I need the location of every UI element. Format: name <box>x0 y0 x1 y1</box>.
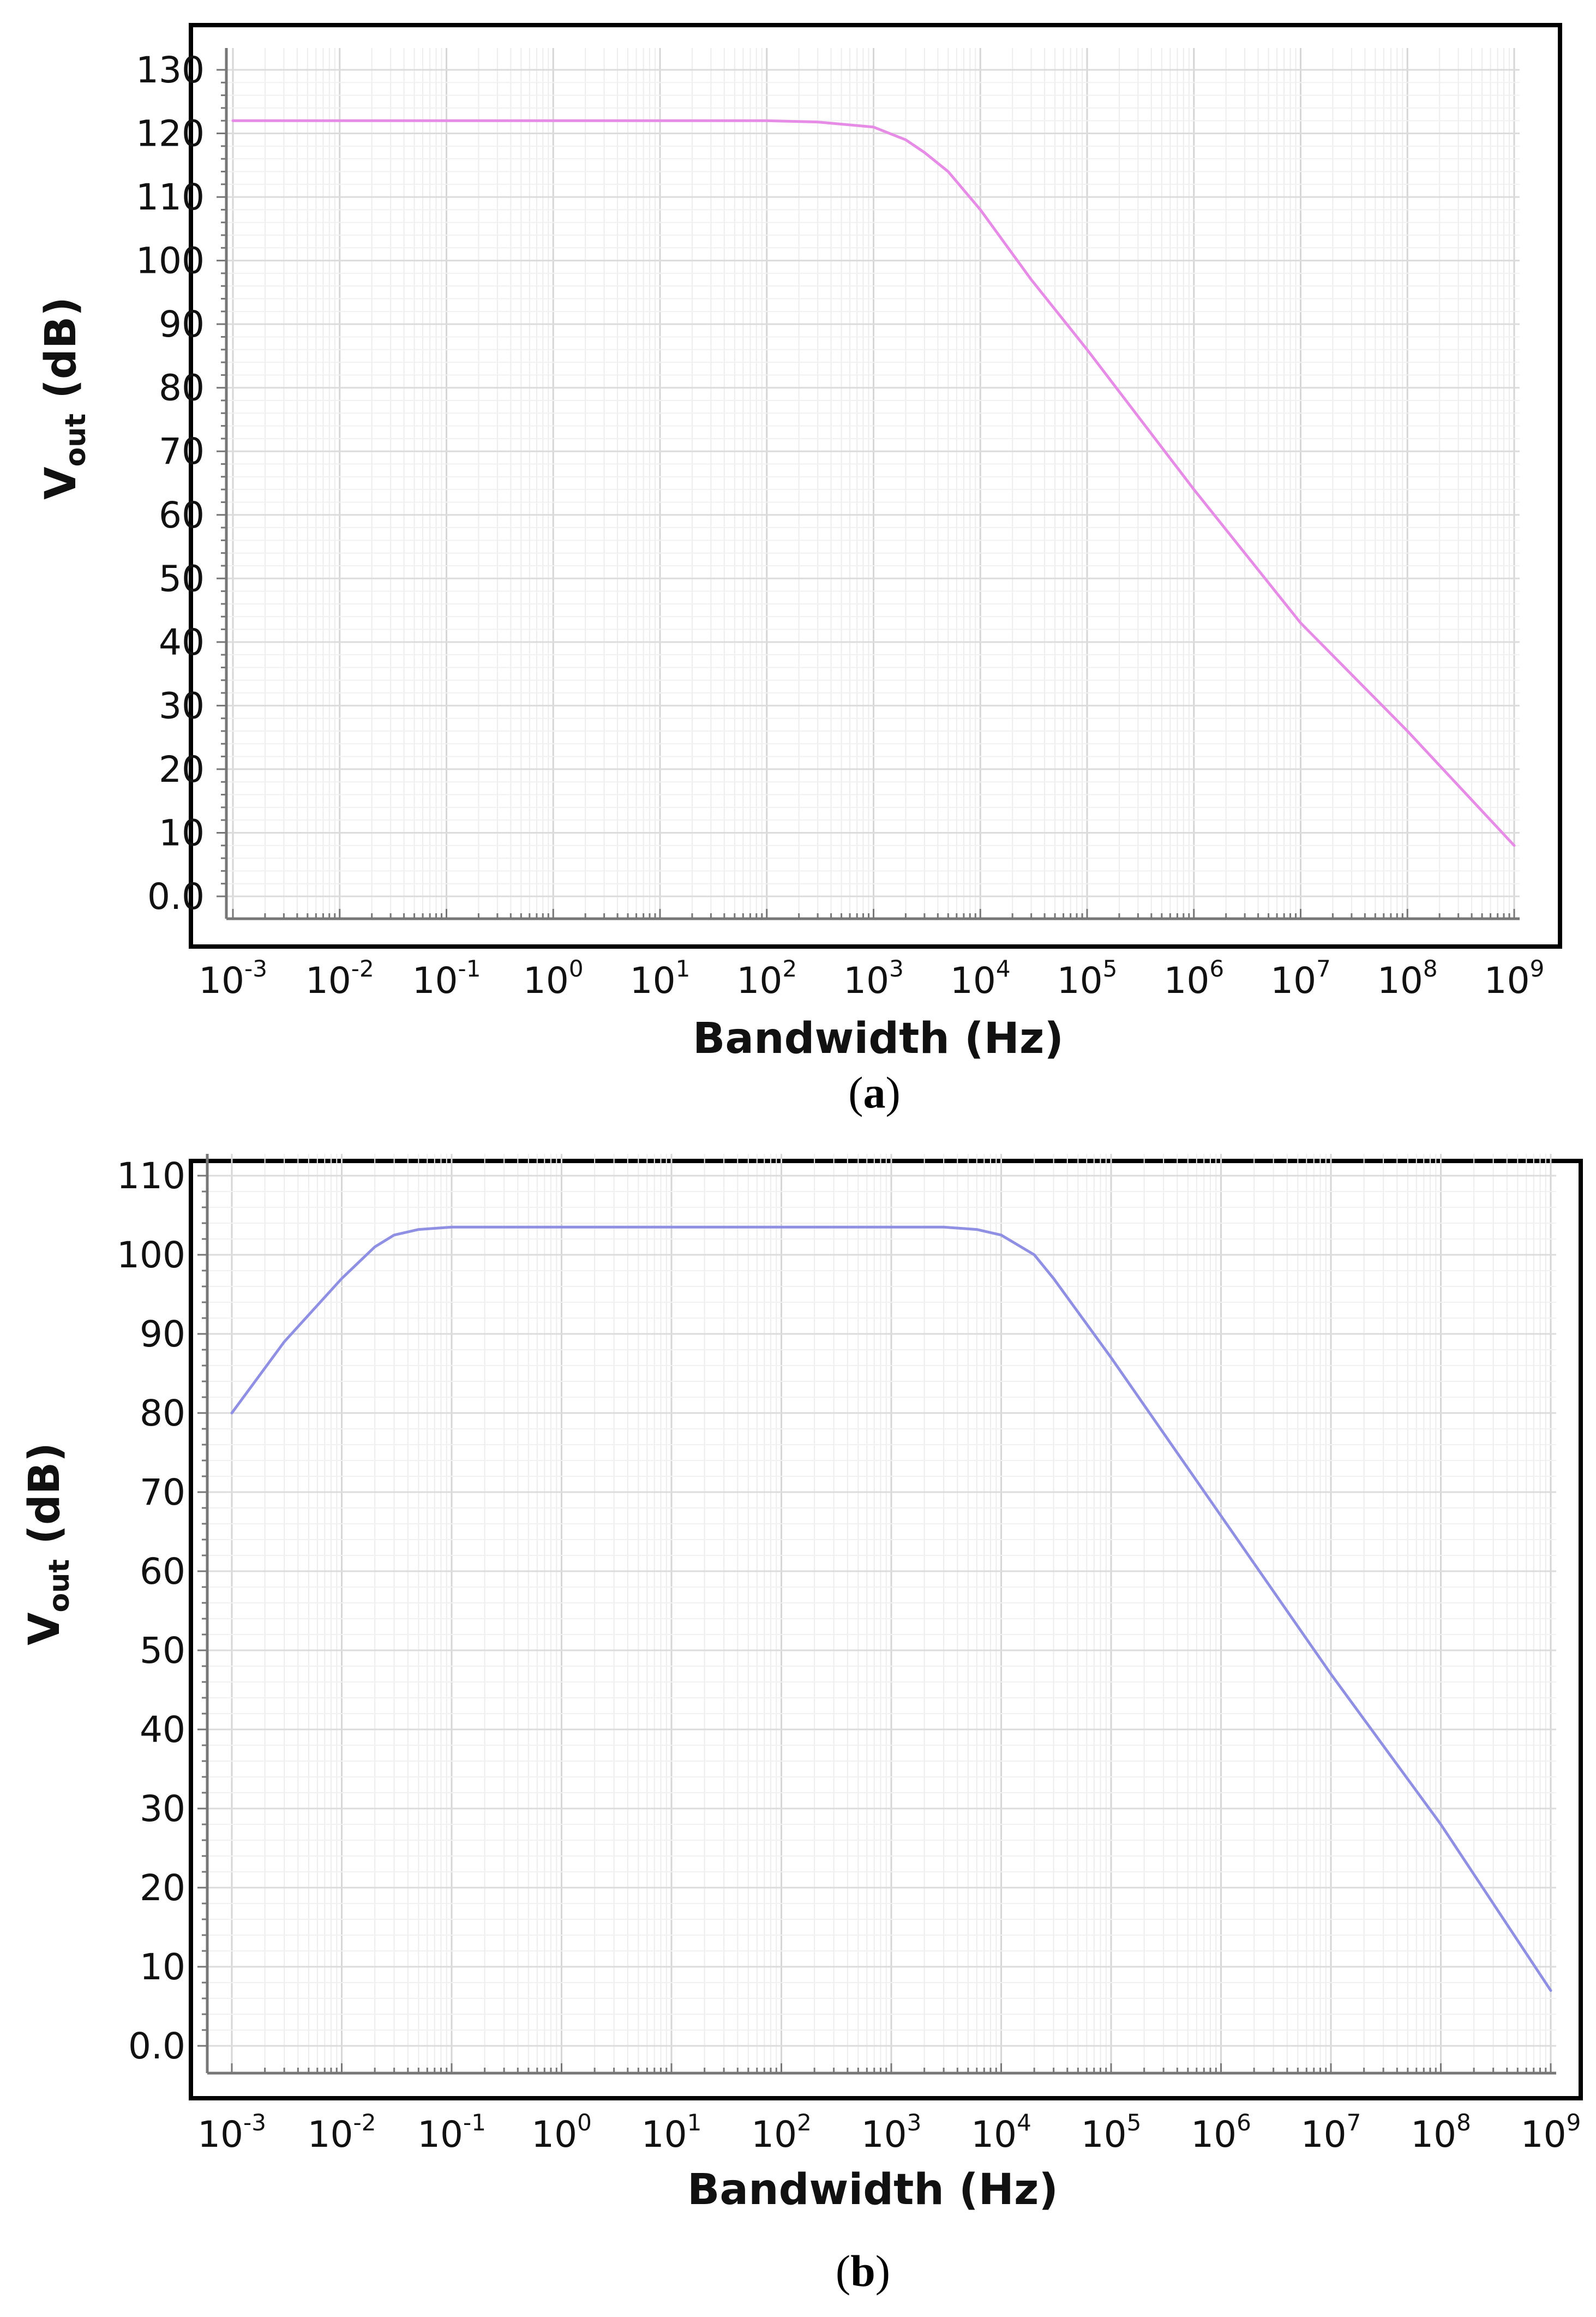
x-axis-title: Bandwidth (Hz) <box>687 2165 1058 2214</box>
y-tick-label: 90 <box>140 1313 185 1355</box>
y-tick-label: 20 <box>140 1867 185 1909</box>
y-tick-label: 80 <box>140 1392 185 1434</box>
x-tick-label: 106 <box>1163 955 1224 1002</box>
y-tick-label: 110 <box>117 1155 185 1197</box>
x-tick-labels: 10-3 10-2 10-1 100 101 102 103 104 105 106 107 108 1… <box>197 2109 1581 2156</box>
chart-panel-b: 0.0 10 20 30 40 50 60 70 80 90 100 110 10-3 10-2 10-1… <box>20 1154 1583 2296</box>
y-tick-label: 120 <box>136 113 205 155</box>
x-tick-label: 103 <box>843 955 904 1002</box>
y-tick-label: 60 <box>140 1550 185 1592</box>
y-axis-title-main: V <box>20 1612 69 1645</box>
y-tick-label: 30 <box>159 685 205 727</box>
axes <box>197 1154 1556 2075</box>
x-tick-label: 10-1 <box>412 955 481 1002</box>
x-tick-label: 10-1 <box>417 2109 486 2156</box>
x-tick-label: 10-3 <box>199 955 267 1002</box>
y-tick-label: 100 <box>136 240 205 282</box>
y-axis-title-sub: out <box>59 414 92 467</box>
y-tick-label: 50 <box>159 558 205 600</box>
x-tick-label: 105 <box>1081 2109 1142 2156</box>
x-tick-label: 109 <box>1484 955 1545 1002</box>
x-tick-labels: 10-3 10-2 10-1 100 101 102 103 104 105 106 107 108 1… <box>199 955 1544 1002</box>
series-line <box>230 1225 1552 1992</box>
y-axis-title-rest: (dB) <box>37 297 86 414</box>
x-tick-label: 10-2 <box>305 955 374 1002</box>
x-tick-label: 102 <box>751 2109 812 2156</box>
x-tick-label: 101 <box>641 2109 702 2156</box>
x-tick-label: 107 <box>1270 955 1331 1002</box>
plot-frame <box>189 23 1562 949</box>
y-axis-title: Vout (dB) <box>37 297 92 500</box>
y-tick-label: 70 <box>140 1471 185 1513</box>
panel-label-a: (a) <box>848 1068 901 1117</box>
y-tick-label: 20 <box>159 749 205 791</box>
x-tick-label: 104 <box>971 2109 1031 2156</box>
y-axis-title-main: V <box>37 466 86 499</box>
series <box>231 119 1516 847</box>
x-tick-label: 104 <box>950 955 1011 1002</box>
y-tick-labels: 0.0 10 20 30 40 50 60 70 80 90 100 110 <box>117 1155 185 2067</box>
y-tick-labels: 0.0 10 20 30 40 50 60 70 80 90 100 110 120 130 <box>136 49 205 918</box>
y-tick-label: 60 <box>159 494 205 536</box>
panel-label-b: (b) <box>836 2246 890 2296</box>
y-tick-label: 30 <box>140 1788 185 1830</box>
grid <box>207 1154 1556 2073</box>
series-line <box>231 119 1516 847</box>
axes <box>217 48 1520 920</box>
y-axis-title-rest: (dB) <box>20 1442 69 1559</box>
y-tick-label: 80 <box>159 367 205 409</box>
y-tick-label: 40 <box>159 621 205 663</box>
series <box>230 1225 1552 1992</box>
y-tick-label: 70 <box>159 430 205 472</box>
y-axis-title-sub: out <box>43 1559 76 1613</box>
x-tick-label: 103 <box>861 2109 922 2156</box>
x-tick-label: 10-2 <box>308 2109 376 2156</box>
y-tick-label: 40 <box>140 1709 185 1751</box>
y-tick-label: 130 <box>136 49 205 91</box>
x-tick-label: 102 <box>736 955 797 1002</box>
x-tick-label: 100 <box>523 955 584 1002</box>
y-tick-label: 10 <box>159 812 205 854</box>
y-tick-label: 0.0 <box>147 876 205 918</box>
y-tick-label: 0.0 <box>128 2025 185 2067</box>
x-tick-label: 108 <box>1411 2109 1471 2156</box>
y-tick-label: 90 <box>159 303 205 345</box>
y-tick-label: 100 <box>117 1234 185 1276</box>
y-tick-label: 110 <box>136 176 205 218</box>
x-axis-title: Bandwidth (Hz) <box>693 1014 1064 1063</box>
grid <box>226 48 1520 919</box>
x-tick-label: 108 <box>1377 955 1438 1002</box>
x-tick-label: 107 <box>1301 2109 1361 2156</box>
y-axis-title: Vout (dB) <box>20 1442 76 1645</box>
x-tick-label: 101 <box>630 955 691 1002</box>
x-tick-label: 105 <box>1057 955 1118 1002</box>
x-tick-label: 100 <box>531 2109 592 2156</box>
x-tick-label: 109 <box>1521 2109 1581 2156</box>
x-tick-label: 106 <box>1191 2109 1251 2156</box>
y-tick-label: 50 <box>140 1630 185 1672</box>
y-tick-label: 10 <box>140 1946 185 1988</box>
x-tick-label: 10-3 <box>197 2109 266 2156</box>
